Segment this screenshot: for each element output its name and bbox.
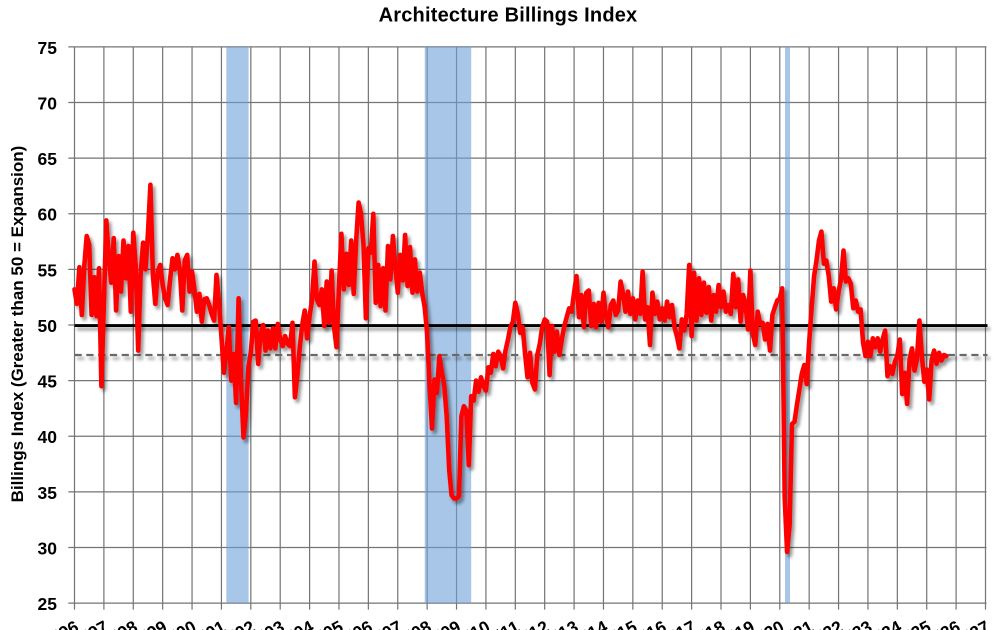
svg-text:70: 70 <box>38 93 58 113</box>
svg-text:40: 40 <box>38 427 58 447</box>
svg-text:30: 30 <box>38 538 58 558</box>
svg-text:65: 65 <box>38 149 58 169</box>
svg-text:55: 55 <box>38 260 58 280</box>
svg-text:75: 75 <box>38 38 58 58</box>
svg-text:Architecture Billings Index: Architecture Billings Index <box>379 5 638 27</box>
svg-text:35: 35 <box>38 483 58 503</box>
svg-text:25: 25 <box>38 594 58 614</box>
svg-text:60: 60 <box>38 205 58 225</box>
svg-text:45: 45 <box>38 372 58 392</box>
svg-text:Billings Index (Greater than 5: Billings Index (Greater than 50 = Expans… <box>8 146 27 503</box>
svg-text:50: 50 <box>38 316 58 336</box>
